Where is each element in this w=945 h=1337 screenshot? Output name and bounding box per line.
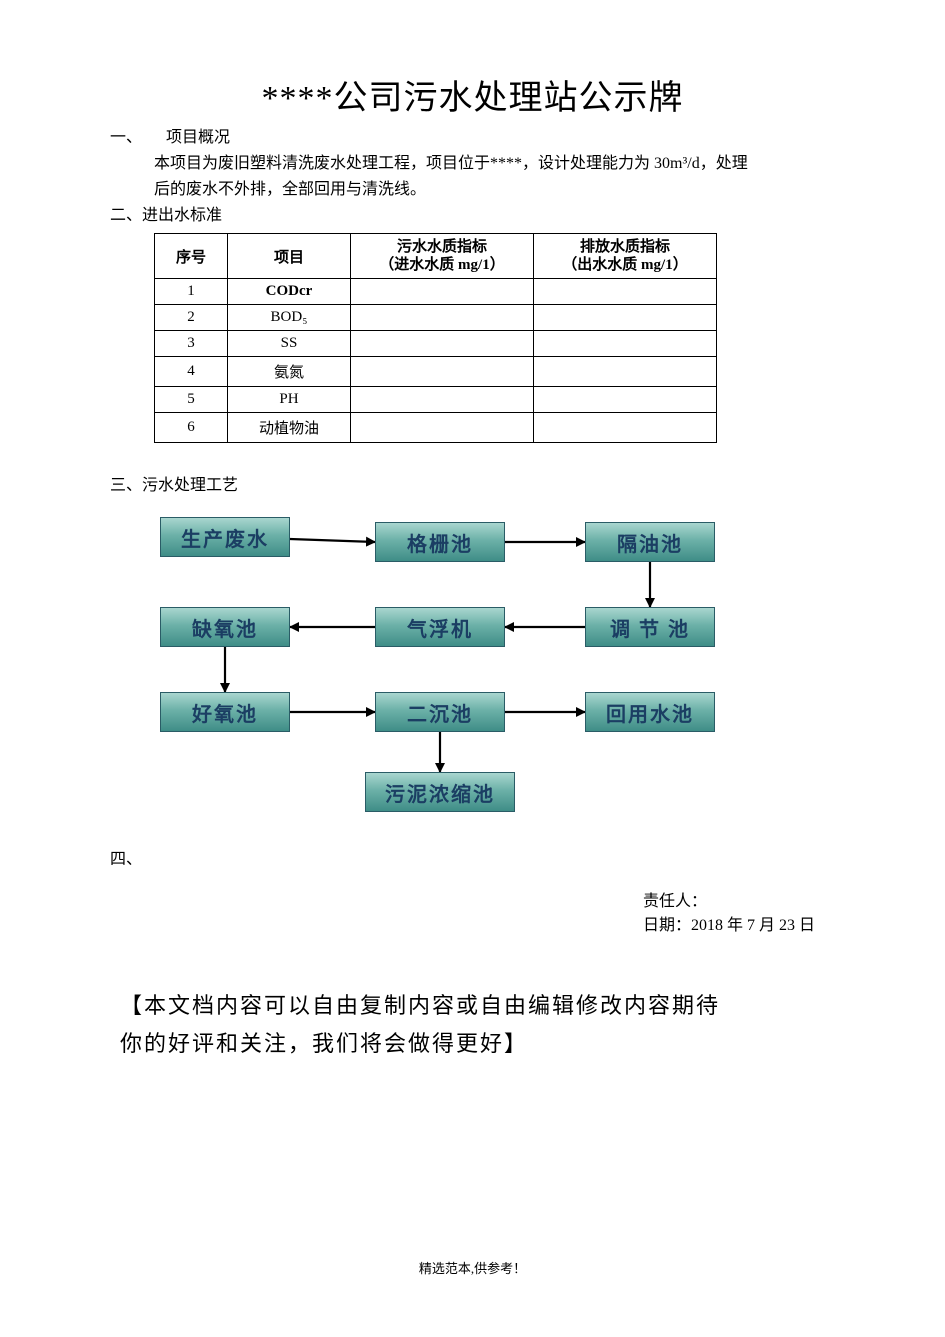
flow-node-n2: 格栅池 bbox=[375, 522, 505, 562]
cell-out bbox=[534, 357, 717, 387]
cell-in bbox=[351, 305, 534, 331]
cell-item: 动植物油 bbox=[228, 413, 351, 443]
cell-item: PH bbox=[228, 387, 351, 413]
th-in: 污水水质指标 （进水水质 mg/1） bbox=[351, 234, 534, 279]
th-in-l1: 污水水质指标 bbox=[397, 239, 487, 255]
page-title: ****公司污水处理站公示牌 bbox=[110, 70, 835, 119]
footer-block: 责任人： 日期：2018 年 7 月 23 日 bbox=[643, 887, 815, 935]
flow-node-n7: 好氧池 bbox=[160, 692, 290, 732]
cell-item: BOD₅ bbox=[228, 305, 351, 331]
cell-out bbox=[534, 413, 717, 443]
cell-in bbox=[351, 357, 534, 387]
section1-heading: 一、 项目概况 bbox=[110, 125, 835, 151]
flow-node-n10: 污泥浓缩池 bbox=[365, 772, 515, 812]
cell-in bbox=[351, 413, 534, 443]
cell-item: 氨氮 bbox=[228, 357, 351, 387]
cell-n: 6 bbox=[155, 413, 228, 443]
section1-line2: 后的废水不外排，全部回用与清洗线。 bbox=[110, 177, 835, 203]
flowchart: 生产废水 格栅池 隔油池缺氧池 气浮机 调 节 池好氧池 二沉池 回用水池污泥浓缩池 bbox=[140, 507, 780, 847]
cell-n: 5 bbox=[155, 387, 228, 413]
cell-n: 4 bbox=[155, 357, 228, 387]
cell-out bbox=[534, 279, 717, 305]
cell-n: 3 bbox=[155, 331, 228, 357]
note-line1: 【本文档内容可以自由复制内容或自由编辑修改内容期待 bbox=[110, 987, 835, 1025]
cell-n: 2 bbox=[155, 305, 228, 331]
table-row: 1 CODcr bbox=[155, 279, 717, 305]
flow-node-n9: 回用水池 bbox=[585, 692, 715, 732]
th-item: 项目 bbox=[228, 234, 351, 279]
table-row: 4 氨氮 bbox=[155, 357, 717, 387]
flow-node-n1: 生产废水 bbox=[160, 517, 290, 557]
section1-line1: 本项目为废旧塑料清洗废水处理工程，项目位于****，设计处理能力为 30m³/d… bbox=[110, 151, 835, 177]
th-seq: 序号 bbox=[155, 234, 228, 279]
flow-node-n8: 二沉池 bbox=[375, 692, 505, 732]
table-row: 2 BOD₅ bbox=[155, 305, 717, 331]
document-page: ****公司污水处理站公示牌 一、 项目概况 本项目为废旧塑料清洗废水处理工程，… bbox=[0, 0, 945, 1337]
cell-out bbox=[534, 331, 717, 357]
date-label: 日期：2018 年 7 月 23 日 bbox=[643, 911, 815, 935]
bottom-reference: 精选范本,供参考！ bbox=[0, 1258, 945, 1277]
th-out-l2: （出水水质 mg/1） bbox=[562, 257, 687, 273]
th-out: 排放水质指标 （出水水质 mg/1） bbox=[534, 234, 717, 279]
section2-heading: 二、进出水标准 bbox=[110, 203, 835, 229]
flow-node-n6: 调 节 池 bbox=[585, 607, 715, 647]
flow-edge-n1-n2 bbox=[290, 539, 375, 542]
cell-in bbox=[351, 387, 534, 413]
cell-out bbox=[534, 305, 717, 331]
cell-n: 1 bbox=[155, 279, 228, 305]
table-row: 5 PH bbox=[155, 387, 717, 413]
cell-out bbox=[534, 387, 717, 413]
section4-heading: 四、 bbox=[110, 847, 835, 873]
flow-node-n4: 缺氧池 bbox=[160, 607, 290, 647]
standards-table: 序号 项目 污水水质指标 （进水水质 mg/1） 排放水质指标 （出水水质 mg… bbox=[154, 233, 717, 443]
responsible-label: 责任人： bbox=[643, 887, 815, 911]
flow-node-n3: 隔油池 bbox=[585, 522, 715, 562]
th-out-l1: 排放水质指标 bbox=[580, 239, 670, 255]
cell-in bbox=[351, 279, 534, 305]
section3-heading: 三、污水处理工艺 bbox=[110, 473, 835, 499]
table-header-row: 序号 项目 污水水质指标 （进水水质 mg/1） 排放水质指标 （出水水质 mg… bbox=[155, 234, 717, 279]
table-row: 3 SS bbox=[155, 331, 717, 357]
cell-item: SS bbox=[228, 331, 351, 357]
note-line2: 你的好评和关注，我们将会做得更好】 bbox=[110, 1025, 835, 1063]
table-row: 6 动植物油 bbox=[155, 413, 717, 443]
cell-item: CODcr bbox=[228, 279, 351, 305]
flow-node-n5: 气浮机 bbox=[375, 607, 505, 647]
cell-in bbox=[351, 331, 534, 357]
th-in-l2: （进水水质 mg/1） bbox=[379, 257, 504, 273]
